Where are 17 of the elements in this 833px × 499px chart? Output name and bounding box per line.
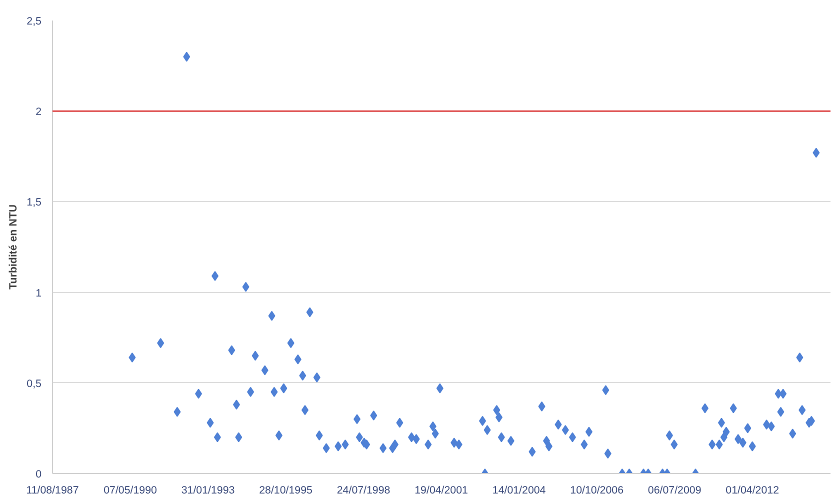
- x-tick-label: 14/01/2004: [492, 484, 546, 496]
- y-tick-label: 0: [36, 468, 42, 480]
- x-tick-label: 28/10/1995: [259, 484, 313, 496]
- x-tick-label: 01/04/2012: [726, 484, 780, 496]
- y-tick-label: 1,5: [26, 196, 42, 209]
- y-tick-label: 0,5: [26, 378, 42, 390]
- x-tick-label: 31/01/1993: [181, 484, 235, 496]
- y-tick-label: 1: [36, 287, 42, 300]
- x-tick-label: 10/10/2006: [570, 484, 624, 496]
- x-tick-label: 24/07/1998: [336, 484, 390, 496]
- x-tick-label: 07/05/1990: [104, 484, 157, 496]
- x-tick-label: 11/08/1987: [26, 484, 79, 496]
- y-axis-title: Turbidité en NTU: [8, 204, 20, 290]
- x-tick-label: 06/07/2009: [648, 484, 702, 496]
- x-tick-label: 19/04/2001: [414, 484, 468, 496]
- y-tick-label: 2: [36, 106, 42, 118]
- y-tick-label: 2,5: [26, 16, 42, 28]
